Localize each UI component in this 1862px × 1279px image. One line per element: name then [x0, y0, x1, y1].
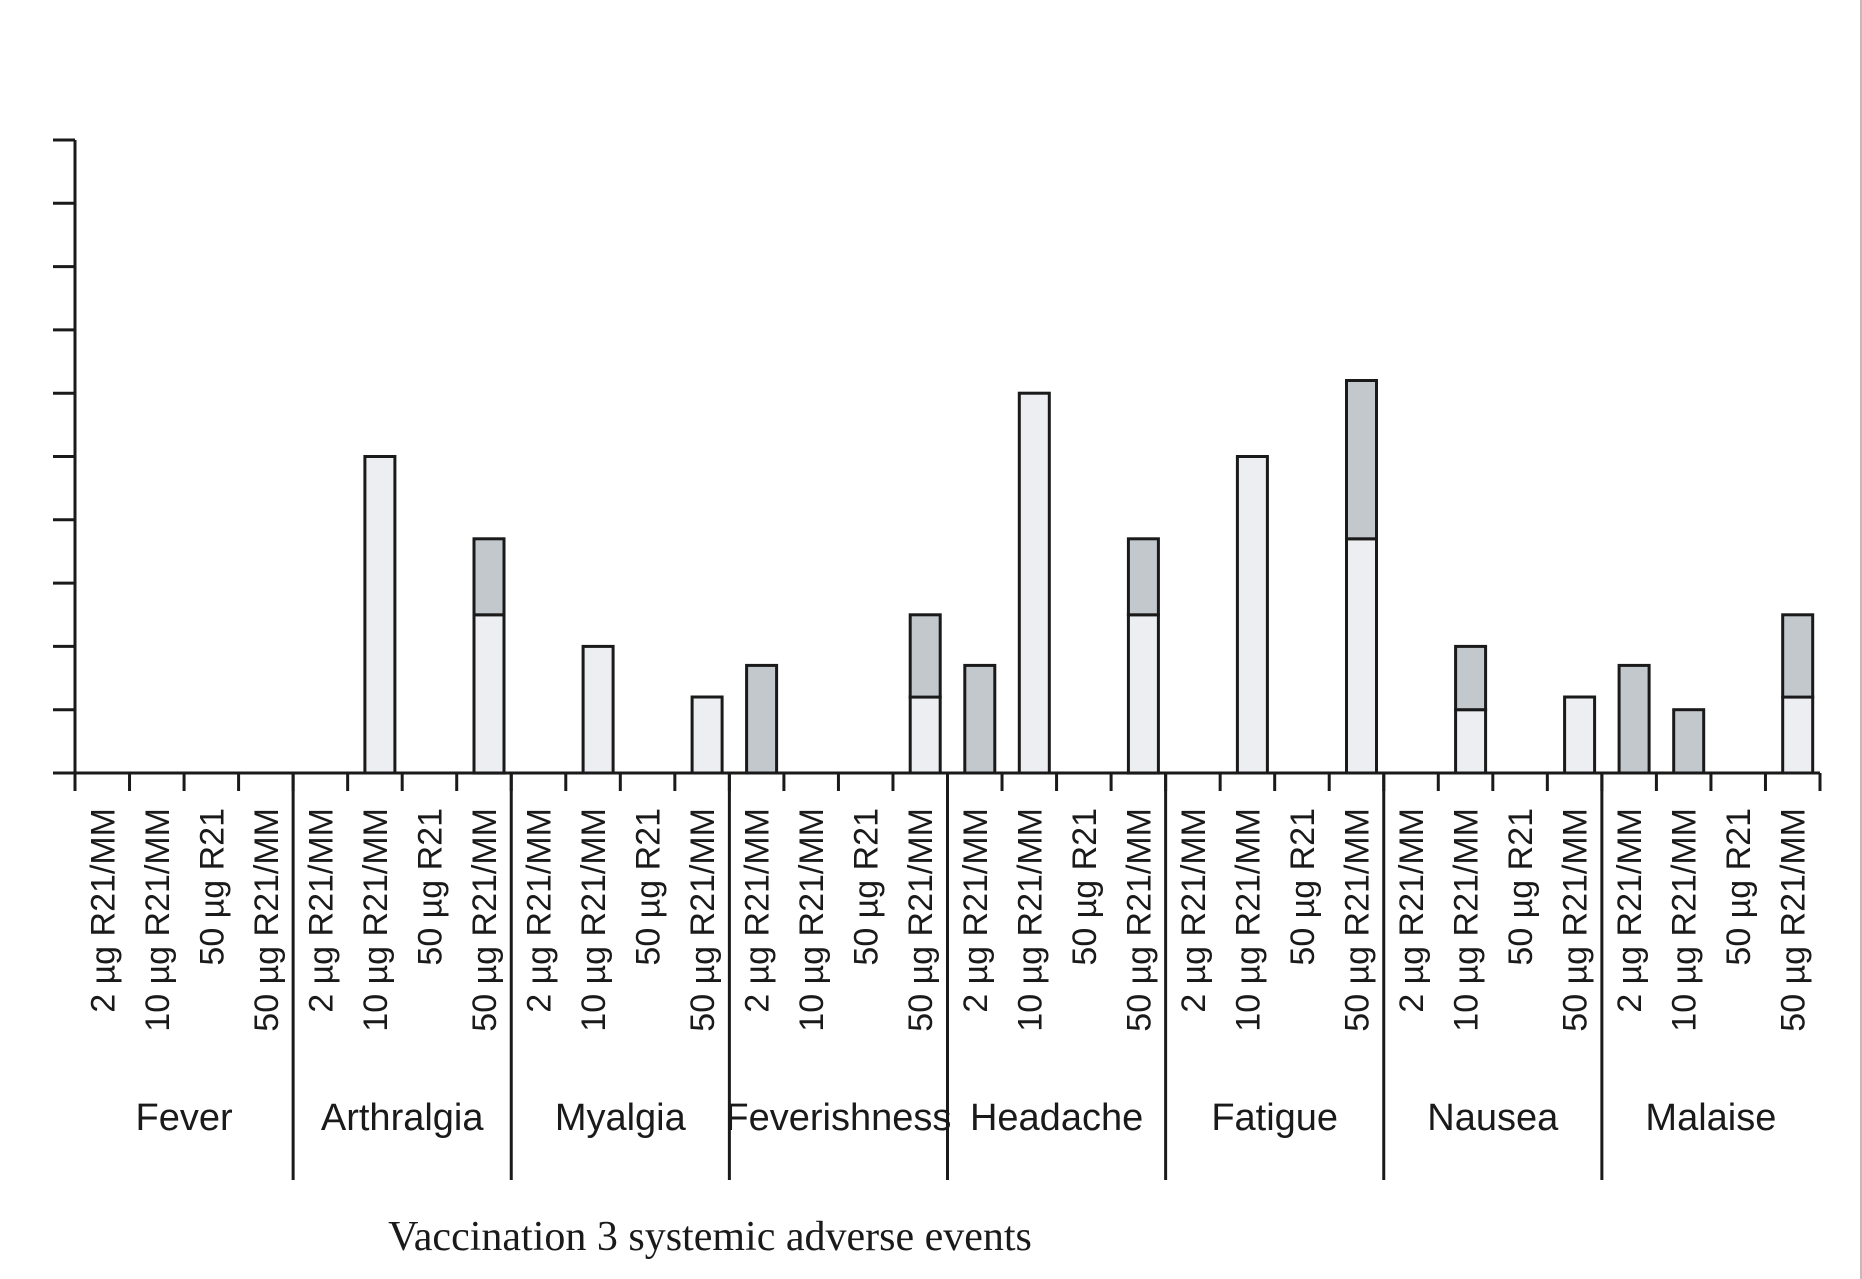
x-tick-label: 10 µg R21/MM — [1448, 808, 1486, 1032]
group-label: Fever — [136, 1097, 233, 1139]
group-label: Nausea — [1427, 1097, 1559, 1139]
bar-segment — [908, 613, 942, 699]
group-label: Headache — [970, 1097, 1143, 1139]
x-tick-label: 2 µg R21/MM — [739, 808, 777, 1013]
x-tick-label: 50 µg R21 — [630, 808, 668, 966]
group-label: Malaise — [1645, 1097, 1776, 1139]
bar-segment — [1454, 708, 1488, 775]
x-tick-label: 50 µg R21 — [1066, 808, 1104, 966]
bar-segment — [1126, 613, 1160, 775]
x-tick-label: 50 µg R21 — [412, 808, 450, 966]
x-tick-label: 50 µg R21/MM — [1120, 808, 1158, 1032]
bar-segment — [1672, 708, 1706, 775]
bar-segment — [1781, 613, 1815, 699]
x-tick-label: 50 µg R21/MM — [466, 808, 504, 1032]
bar-segment — [1345, 537, 1378, 775]
bars-layer — [363, 379, 1815, 775]
page-right-edge — [1860, 0, 1862, 1279]
x-tick-label: 2 µg R21/MM — [1611, 808, 1649, 1013]
axes-layer — [53, 138, 1822, 1180]
x-tick-label: 50 µg R21/MM — [902, 808, 940, 1032]
x-tick-label: 10 µg R21/MM — [357, 808, 395, 1032]
x-tick-label: 50 µg R21/MM — [1557, 808, 1595, 1032]
bar-segment — [472, 613, 506, 775]
x-tick-label: 2 µg R21/MM — [1175, 808, 1213, 1013]
x-tick-label: 50 µg R21 — [848, 808, 886, 966]
bar-segment — [963, 663, 997, 775]
bar-segment — [1126, 537, 1160, 617]
bar-segment — [363, 455, 397, 775]
x-tick-label: 10 µg R21/MM — [1011, 808, 1049, 1032]
x-tick-label: 10 µg R21/MM — [575, 808, 613, 1032]
bar-segment — [908, 695, 942, 775]
bar-segment — [690, 695, 724, 775]
x-tick-label: 50 µg R21/MM — [1339, 808, 1377, 1032]
bar-segment — [745, 663, 779, 775]
x-tick-label: 50 µg R21/MM — [1775, 808, 1813, 1032]
x-tick-label: 50 µg R21 — [1720, 808, 1758, 966]
labels-layer: 2 µg R21/MM 10 µg R21/MM 50 µg R21 50 µg R2… — [84, 808, 1812, 1139]
group-label: Feverishness — [725, 1097, 951, 1139]
bar-segment — [1617, 663, 1651, 775]
x-tick-label: 2 µg R21/MM — [1393, 808, 1431, 1013]
x-tick-label: 50 µg R21/MM — [248, 808, 286, 1032]
x-tick-label: 2 µg R21/MM — [84, 808, 122, 1013]
x-tick-label: 50 µg R21 — [193, 808, 231, 966]
x-axis-title: Vaccination 3 systemic adverse events — [388, 1214, 1032, 1260]
x-tick-label: 50 µg R21 — [1502, 808, 1540, 966]
bar-segment — [581, 644, 615, 775]
bar-segment — [1781, 695, 1815, 775]
x-tick-label: 2 µg R21/MM — [521, 808, 559, 1013]
bar-segment — [1017, 391, 1051, 775]
x-tick-label: 10 µg R21/MM — [793, 808, 831, 1032]
bar-segment — [1345, 379, 1378, 541]
bar-segment — [1563, 695, 1597, 775]
bar-segment — [1454, 644, 1488, 712]
x-tick-label: 2 µg R21/MM — [302, 808, 340, 1013]
group-label: Myalgia — [555, 1097, 687, 1139]
x-tick-label: 10 µg R21/MM — [139, 808, 177, 1032]
x-tick-label: 50 µg R21/MM — [684, 808, 722, 1032]
group-label: Fatigue — [1211, 1097, 1338, 1139]
x-tick-label: 10 µg R21/MM — [1666, 808, 1704, 1032]
x-tick-label: 2 µg R21/MM — [957, 808, 995, 1013]
x-tick-label: 10 µg R21/MM — [1229, 808, 1267, 1032]
bar-segment — [1235, 455, 1269, 775]
bar-segment — [472, 537, 506, 617]
x-tick-label: 50 µg R21 — [1284, 808, 1322, 966]
group-label: Arthralgia — [321, 1097, 484, 1139]
